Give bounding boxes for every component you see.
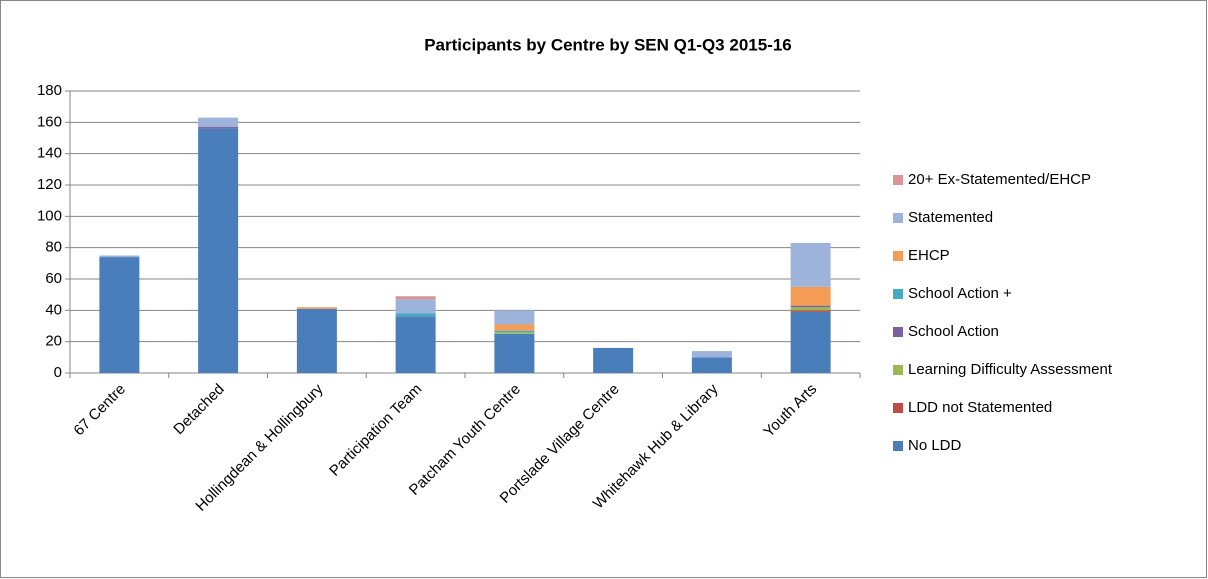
y-tick-label: 140: [37, 145, 62, 162]
legend-label: LDD not Statemented: [908, 399, 1052, 416]
bar-segment: [198, 128, 239, 373]
legend-label: Learning Difficulty Assessment: [908, 361, 1113, 378]
legend-swatch: [893, 251, 903, 261]
y-tick-label: 120: [37, 176, 62, 193]
legend-label: EHCP: [908, 247, 950, 264]
legend-label: Statemented: [908, 209, 993, 226]
legend-label: 20+ Ex-Statemented/EHCP: [908, 171, 1091, 188]
bar-segment: [790, 305, 831, 308]
bar-segment: [494, 330, 535, 333]
y-tick-label: 20: [45, 333, 62, 350]
bar-segment: [790, 307, 831, 311]
chart-title: Participants by Centre by SEN Q1-Q3 2015…: [424, 35, 792, 54]
legend-swatch: [893, 175, 903, 185]
bar-segment: [395, 316, 436, 373]
legend-swatch: [893, 365, 903, 375]
bar-segment: [790, 286, 831, 306]
y-tick-label: 100: [37, 207, 62, 224]
legend-swatch: [893, 403, 903, 413]
legend-label: No LDD: [908, 437, 962, 454]
legend-swatch: [893, 213, 903, 223]
bar-segment: [593, 347, 634, 373]
legend-label: School Action +: [908, 285, 1012, 302]
bar-segment: [395, 299, 436, 314]
bar-segment: [494, 310, 535, 325]
y-tick-label: 60: [45, 270, 62, 287]
legend-swatch: [893, 327, 903, 337]
bar-segment: [395, 313, 436, 317]
legend-swatch: [893, 441, 903, 451]
bar-segment: [691, 357, 732, 373]
bar-segment: [790, 242, 831, 287]
y-tick-label: 0: [54, 364, 62, 381]
y-tick-label: 40: [45, 301, 62, 318]
y-tick-label: 180: [37, 82, 62, 99]
bar-segment: [494, 333, 535, 373]
bar-segment: [99, 257, 140, 373]
y-tick-label: 160: [37, 113, 62, 130]
bar-segment: [99, 255, 140, 258]
bar-segment: [395, 296, 436, 300]
legend-swatch: [893, 289, 903, 299]
bar-segment: [296, 308, 337, 373]
bar-segment: [790, 311, 831, 373]
bar-segment: [494, 324, 535, 331]
bar-segment: [296, 307, 337, 309]
bar-segment: [198, 127, 239, 129]
bar-segment: [790, 310, 831, 312]
legend-label: School Action: [908, 323, 999, 340]
bar-segment: [494, 332, 535, 334]
bar-segment: [691, 351, 732, 358]
y-tick-label: 80: [45, 239, 62, 256]
bar-segment: [198, 117, 239, 128]
